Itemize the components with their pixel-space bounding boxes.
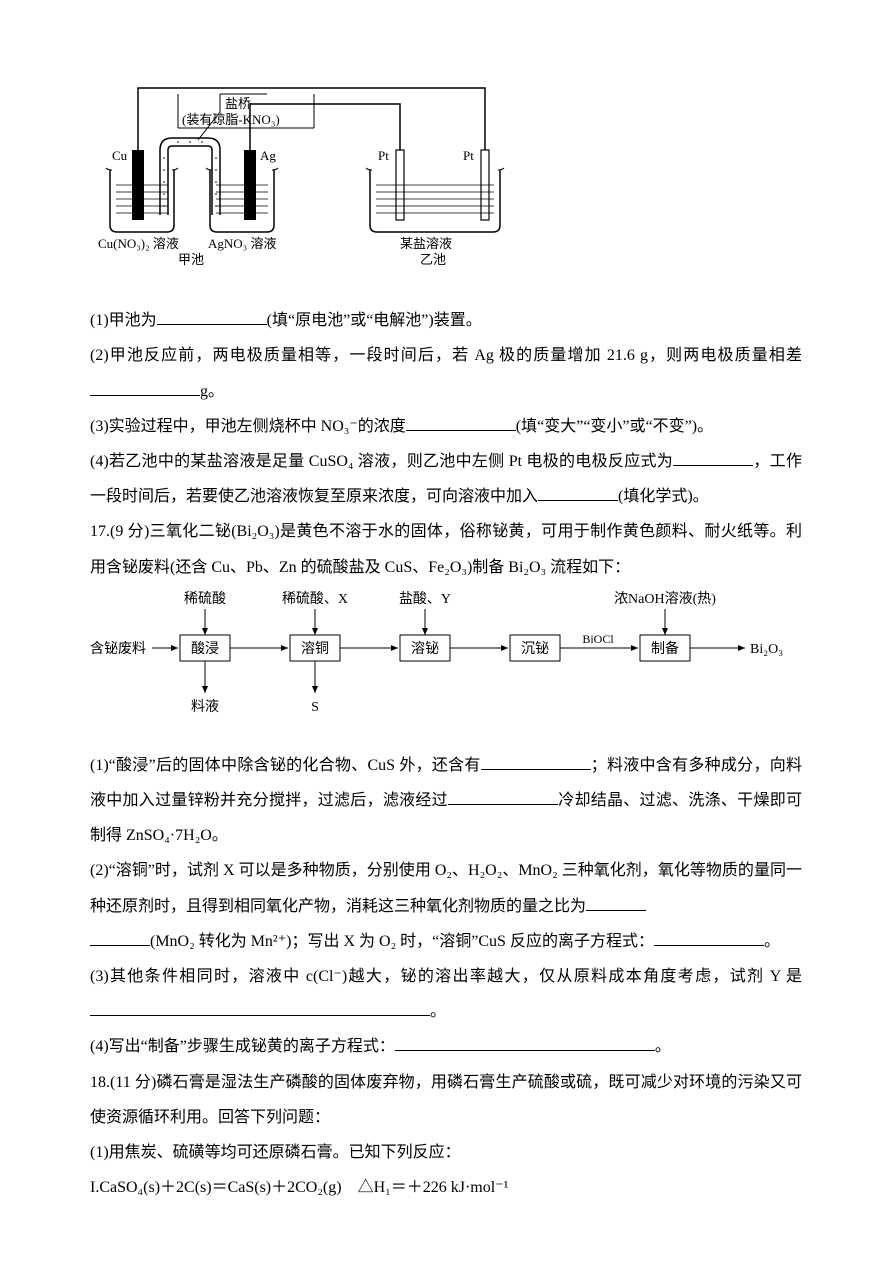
q16-2-a: (2)甲池反应前，两电极质量相等，一段时间后，若 Ag 极的质量增加 21.6 … (90, 347, 802, 364)
electrode-ag: Ag (260, 148, 276, 163)
q16-1: (1)甲池为 (填“原电池”或“电解池”)装置。 (90, 303, 802, 338)
flow-box-0: 酸浸 (180, 635, 230, 661)
blank (586, 893, 646, 911)
salt-bridge (160, 138, 220, 215)
blank (538, 483, 618, 501)
q17-2: (2)“溶铜”时，试剂 X 可以是多种物质，分别使用 O₂、H₂O₂、MnO₂ … (90, 853, 802, 959)
q16-4: (4)若乙池中的某盐溶液是足量 CuSO₄ 溶液，则乙池中左侧 Pt 电极的电极… (90, 444, 802, 514)
q17-3: (3)其他条件相同时，溶液中 c(Cl⁻)越大，铋的溶出率越大，仅从原料成本角度… (90, 959, 802, 1029)
q17-3-a: (3)其他条件相同时，溶液中 c(Cl⁻)越大，铋的溶出率越大，仅从原料成本角度… (90, 968, 802, 985)
figure-electrochem: 盐桥 (装有琼脂-KNO₃) (90, 80, 802, 293)
q17-4-a: (4)写出“制备”步骤生成铋黄的离子方程式： (90, 1038, 395, 1055)
label-cell-a: 甲池 (178, 252, 204, 267)
salt-bridge-sub: (装有琼脂-KNO₃) (182, 112, 280, 127)
flow-start: 含铋废料 (90, 641, 146, 657)
q17-4-b: 。 (655, 1038, 671, 1055)
q16-3-b: (填“变大”“变小”或“不变”)。 (516, 418, 713, 435)
flow-box-2: 溶铋 (400, 635, 450, 661)
svg-text:溶铋: 溶铋 (411, 641, 439, 657)
flow-box-1: 溶铜 (290, 635, 340, 661)
flow-top-0: 稀硫酸 (184, 591, 226, 607)
q16-4-c: (填化学式)。 (618, 488, 709, 505)
q16-2: (2)甲池反应前，两电极质量相等，一段时间后，若 Ag 极的质量增加 21.6 … (90, 338, 802, 408)
q18-1: (1)用焦炭、硫磺等均可还原磷石膏。已知下列反应： (90, 1135, 802, 1170)
svg-text:沉铋: 沉铋 (521, 641, 549, 657)
flow-box-4: 制备 (640, 635, 690, 661)
electrode-pt1: Pt (378, 148, 389, 163)
flow-top-1: 稀硫酸、X (282, 591, 348, 607)
q16-4-a: (4)若乙池中的某盐溶液是足量 CuSO₄ 溶液，则乙池中左侧 Pt 电极的电极… (90, 453, 673, 470)
q16-1-a: (1)甲池为 (90, 312, 157, 329)
label-right-beaker: 某盐溶液 (400, 236, 452, 251)
label-mid-beaker: AgNO₃ 溶液 (208, 236, 276, 251)
blank (90, 378, 200, 396)
svg-text:溶铜: 溶铜 (301, 641, 329, 657)
svg-text:制备: 制备 (651, 640, 679, 657)
beaker-ag: Ag (206, 148, 278, 232)
beaker-cu: Cu (106, 148, 178, 232)
q17-intro: 17.(9 分)三氧化二铋(Bi₂O₃)是黄色不溶于水的固体，俗称铋黄，可用于制… (90, 514, 802, 584)
q17-2-a: (2)“溶铜”时，试剂 X 可以是多种物质，分别使用 O₂、H₂O₂、MnO₂ … (90, 862, 802, 914)
q16-3: (3)实验过程中，甲池左侧烧杯中 NO₃⁻的浓度 (填“变大”“变小”或“不变”)… (90, 409, 802, 444)
beaker-pt: Pt Pt (366, 148, 504, 232)
q17-1-a: (1)“酸浸”后的固体中除含铋的化合物、CuS 外，还含有 (90, 757, 481, 774)
blank (90, 928, 150, 946)
q17-1: (1)“酸浸”后的固体中除含铋的化合物、CuS 外，还含有；料液中含有多种成分，… (90, 748, 802, 854)
q18-intro: 18.(11 分)磷石膏是湿法生产磷酸的固体废弃物，用磷石膏生产硫酸或硫，既可减… (90, 1065, 802, 1135)
figure-flowchart: 稀硫酸 稀硫酸、X 盐酸、Y 浓NaOH溶液(热) 含铋废料 酸浸 溶铜 (90, 585, 802, 738)
q17-4: (4)写出“制备”步骤生成铋黄的离子方程式： 。 (90, 1029, 802, 1064)
flow-top-2: 盐酸、Y (399, 591, 451, 607)
q16-1-b: (填“原电池”或“电解池”)装置。 (267, 312, 482, 329)
flow-bottom-0: 料液 (191, 699, 219, 715)
label-left-beaker: Cu(NO₃)₂ 溶液 (98, 236, 179, 251)
q17-3-b: 。 (430, 1003, 446, 1020)
flow-over4: BiOCl (582, 632, 614, 646)
q17-2-b: (MnO₂ 转化为 Mn²⁺)；写出 X 为 O₂ 时，“溶铜”CuS 反应的离… (150, 933, 654, 950)
electrode-pt2: Pt (463, 148, 474, 163)
blank (406, 413, 516, 431)
blank (481, 752, 591, 770)
blank (90, 998, 430, 1016)
blank (654, 928, 764, 946)
blank (673, 448, 753, 466)
electrode-cu: Cu (112, 148, 128, 163)
flow-top-3: 浓NaOH溶液(热) (614, 591, 716, 607)
svg-text:酸浸: 酸浸 (191, 641, 219, 657)
flow-box-3: 沉铋 (510, 635, 560, 661)
blank (448, 787, 558, 805)
blank (395, 1034, 655, 1052)
q17-2-c: 。 (764, 933, 780, 950)
salt-bridge-label: 盐桥 (225, 96, 251, 111)
blank (157, 307, 267, 325)
label-cell-b: 乙池 (420, 252, 446, 267)
q16-2-b: g。 (200, 383, 224, 400)
q16-3-a: (3)实验过程中，甲池左侧烧杯中 NO₃⁻的浓度 (90, 418, 406, 435)
q18-eq1: I.CaSO₄(s)＋2C(s)＝CaS(s)＋2CO₂(g) △H₁＝＋226… (90, 1170, 802, 1205)
flow-end: Bi₂O₃ (750, 642, 783, 657)
flow-bottom-1: S (311, 700, 319, 715)
